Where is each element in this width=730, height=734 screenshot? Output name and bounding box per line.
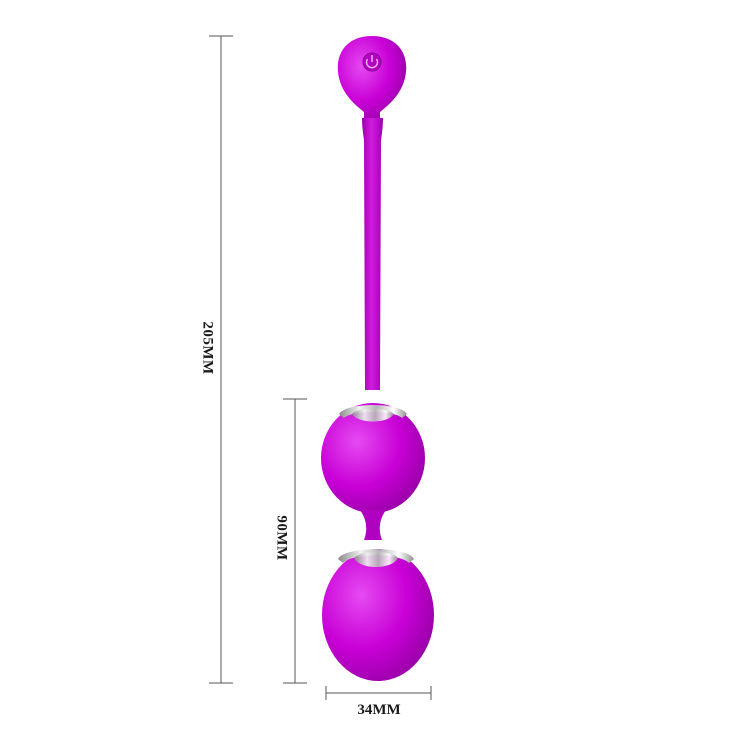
ball-connector [360,510,386,540]
upper-ball [321,403,425,513]
stem-cord [362,118,383,390]
control-head [337,36,407,122]
power-icon [362,52,382,72]
ball-width-label: 34MM [357,702,401,718]
total-length-label: 205MM [199,321,216,375]
dimension-balls-length [283,398,307,684]
dimension-total-length [209,35,233,684]
dimension-ball-width [325,686,432,700]
balls-length-label: 90MM [273,515,290,561]
lower-ball [322,549,434,681]
